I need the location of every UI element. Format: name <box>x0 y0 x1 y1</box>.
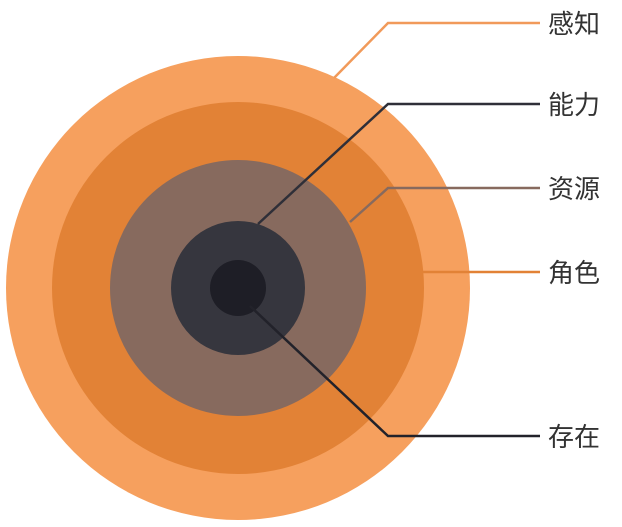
label-role: 角色 <box>548 259 600 289</box>
ring-existence <box>210 260 266 316</box>
label-perception: 感知 <box>548 10 600 40</box>
leader-line-perception <box>333 21 540 79</box>
leader-line-ability <box>257 102 540 225</box>
leader-line-resource <box>349 186 540 223</box>
label-ability: 能力 <box>548 91 600 121</box>
label-resource: 资源 <box>548 175 600 205</box>
label-existence: 存在 <box>548 423 600 453</box>
leader-line-existence <box>249 305 540 438</box>
